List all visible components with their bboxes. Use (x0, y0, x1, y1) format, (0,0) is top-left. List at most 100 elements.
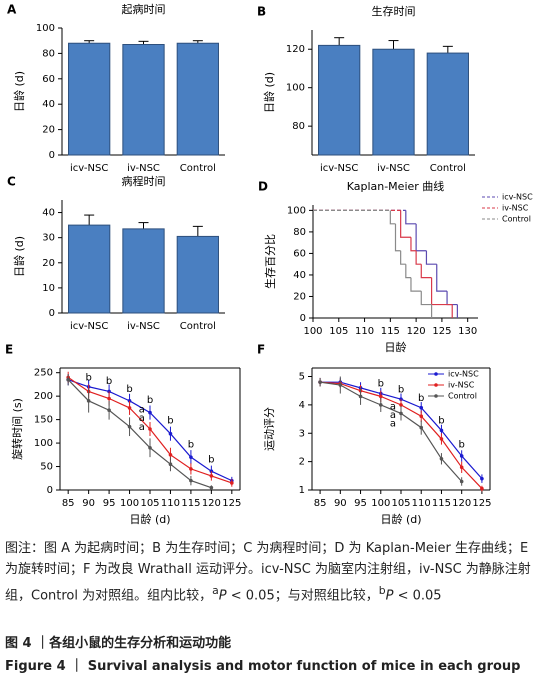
panel-letter: A (7, 3, 17, 17)
caption-text: < 0.05 (393, 588, 442, 604)
point (399, 403, 403, 407)
legend-label: Control (502, 215, 531, 224)
survival-step (389, 210, 396, 225)
survival-step (425, 250, 437, 265)
x-axis-label: 日龄 (d) (129, 512, 170, 526)
x-tick-label: 100 (120, 498, 139, 509)
significance-mark: a (390, 410, 396, 421)
point (148, 427, 152, 431)
significance-mark: b (459, 440, 465, 451)
survival-step (410, 277, 422, 292)
y-tick-label: 2 (299, 457, 305, 468)
point (439, 428, 444, 433)
legend-label: icv-NSC (502, 193, 533, 202)
legend-marker (434, 394, 438, 398)
legend-label: iv-NSC (448, 381, 475, 390)
y-tick-label: 50 (40, 462, 53, 473)
x-tick-label: iv-NSC (377, 163, 410, 174)
y-axis-label: 旋转时间 (s) (10, 398, 24, 460)
x-axis-label: 日龄 (d) (380, 512, 421, 526)
point (86, 399, 91, 403)
survival-step (420, 264, 432, 279)
point (318, 380, 322, 384)
y-tick-label: 40 (42, 99, 55, 110)
point (358, 394, 363, 399)
caption-text: 图注：图 A 为起病时间；B 为生存时间；C 为病程时间；D 为 Kaplan-… (5, 541, 531, 604)
bar (122, 228, 165, 314)
point (168, 462, 173, 466)
survival-step (400, 250, 406, 265)
x-tick-label: 125 (472, 498, 491, 509)
point (66, 377, 70, 382)
x-tick-label: 95 (354, 498, 367, 509)
point (189, 478, 193, 483)
survival-step (415, 250, 422, 265)
significance-mark: a (139, 404, 145, 415)
significance-mark: a (139, 413, 145, 424)
y-tick-label: 1 (299, 485, 305, 496)
chart-title: 病程时间 (122, 174, 166, 188)
y-tick-label: 80 (292, 121, 305, 132)
series-line (320, 381, 463, 482)
superscript: a (212, 584, 219, 597)
x-tick-label: 125 (222, 498, 241, 509)
x-tick-label: 100 (303, 326, 322, 337)
y-tick-label: 100 (34, 438, 53, 449)
superscript: b (378, 584, 386, 597)
point (419, 414, 424, 419)
survival-step (405, 264, 411, 279)
x-tick-label: 90 (334, 498, 347, 509)
point (480, 476, 484, 481)
significance-mark: b (188, 439, 194, 450)
point (127, 424, 132, 429)
x-tick-label: 90 (82, 498, 95, 509)
x-tick-label: 110 (412, 498, 431, 509)
x-tick-label: 120 (202, 498, 221, 509)
x-tick-label: iv-NSC (127, 321, 160, 332)
chart-title: 起病时间 (122, 2, 166, 16)
significance-mark: a (390, 418, 396, 429)
y-tick-label: 0 (49, 150, 55, 161)
x-tick-label: 105 (140, 498, 159, 509)
x-tick-label: Control (430, 163, 466, 174)
point (378, 403, 383, 407)
y-axis-label: 日龄 (d) (262, 72, 276, 113)
x-tick-label: 115 (432, 498, 451, 509)
panel-letter: C (7, 175, 16, 189)
survival-step (420, 291, 432, 306)
point (189, 455, 193, 459)
x-tick-label: 110 (355, 326, 374, 337)
significance-mark: b (126, 384, 132, 395)
bar (122, 44, 165, 156)
point (209, 474, 214, 478)
x-tick-label: 130 (458, 326, 477, 337)
point (399, 411, 403, 416)
series-line (67, 379, 212, 489)
point (480, 486, 484, 491)
x-tick-label: 85 (62, 498, 75, 509)
caption-text: < 0.05；与对照组比较， (226, 588, 379, 604)
caption: 图注：图 A 为起病时间；B 为生存时间；C 为病程时间；D 为 Kaplan-… (5, 538, 543, 606)
panel-letter: F (257, 343, 265, 357)
y-tick-label: 20 (42, 258, 55, 269)
significance-mark: b (147, 395, 153, 406)
significance-mark: b (418, 393, 424, 404)
y-tick-label: 30 (42, 233, 55, 244)
point (189, 467, 193, 471)
bar (318, 44, 361, 156)
point (459, 465, 464, 470)
point (459, 454, 464, 458)
y-tick-label: 250 (34, 368, 53, 379)
significance-mark: b (378, 379, 384, 390)
y-tick-label: 40 (42, 208, 55, 219)
x-tick-label: 115 (381, 326, 400, 337)
y-tick-label: 80 (42, 48, 55, 59)
x-tick-label: 105 (391, 498, 410, 509)
bar (68, 224, 111, 314)
point (168, 453, 173, 457)
x-tick-label: 115 (181, 498, 200, 509)
y-tick-label: 10 (42, 283, 55, 294)
point (230, 481, 234, 485)
x-tick-label: 95 (103, 498, 116, 509)
y-tick-label: 80 (293, 227, 306, 238)
